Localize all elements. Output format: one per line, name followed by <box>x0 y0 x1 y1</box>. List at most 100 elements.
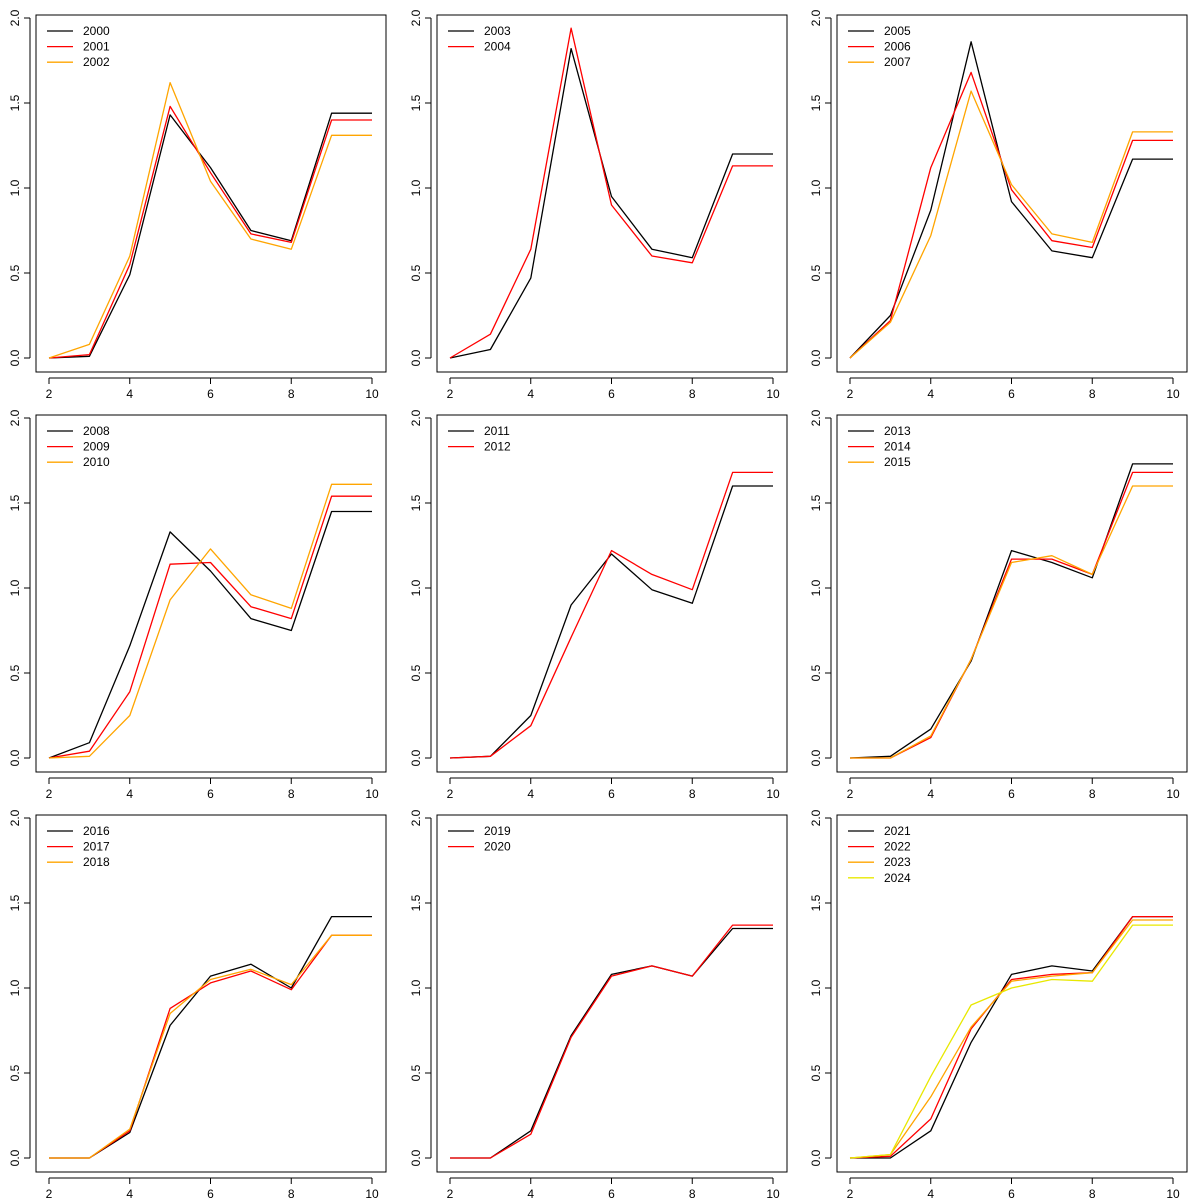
x-tick-label: 4 <box>126 387 133 401</box>
x-tick-label: 8 <box>1089 1187 1096 1200</box>
plot-frame <box>836 814 1188 1173</box>
y-tick-label: 0.0 <box>409 1149 423 1166</box>
x-tick-label: 4 <box>927 387 934 401</box>
series-line-2013 <box>849 463 1173 759</box>
y-tick-label: 1.5 <box>409 94 423 111</box>
y-tick-label: 2.0 <box>8 9 22 26</box>
series-line-2017 <box>49 934 372 1159</box>
y-tick-label: 0.5 <box>409 664 423 681</box>
x-tick-label: 2 <box>46 787 53 801</box>
x-tick-label: 6 <box>1008 1187 1015 1200</box>
x-tick-label: 8 <box>288 1187 295 1200</box>
plot-frame <box>35 14 387 373</box>
y-tick-label: 1.0 <box>8 179 22 196</box>
legend-label: 2016 <box>83 824 110 838</box>
legend-label: 2008 <box>83 424 110 438</box>
legend-label: 2011 <box>484 424 510 438</box>
legend-label: 2012 <box>484 440 511 454</box>
series-line-2003 <box>449 47 773 359</box>
y-tick-label: 0.0 <box>809 349 823 366</box>
x-tick-label: 8 <box>288 387 295 401</box>
x-tick-label: 2 <box>447 787 454 801</box>
x-tick-label: 4 <box>927 787 934 801</box>
series-line-2009 <box>48 495 372 759</box>
x-tick-label: 10 <box>365 787 379 801</box>
y-tick-label: 1.5 <box>8 894 22 911</box>
y-tick-label: 0.0 <box>809 1149 823 1166</box>
y-tick-label: 2.0 <box>809 9 823 26</box>
series-line-2020 <box>450 924 773 1159</box>
x-tick-label: 8 <box>689 787 696 801</box>
chart-panel-5: 2 4 6 8 10 0.0 0.5 1.0 1.5 2.0 2011 2012 <box>409 409 788 801</box>
y-tick-label: 0.5 <box>8 664 22 681</box>
series-line-2010 <box>48 483 372 759</box>
y-tick-label: 1.0 <box>809 179 823 196</box>
plot-frame <box>35 414 387 773</box>
series-line-2008 <box>48 510 372 759</box>
legend-label: 2023 <box>884 855 911 869</box>
x-tick-label: 4 <box>527 387 534 401</box>
series-line-2014 <box>850 471 1173 759</box>
y-tick-label: 2.0 <box>8 809 22 826</box>
x-tick-label: 8 <box>1089 387 1096 401</box>
legend-label: 2006 <box>884 40 911 54</box>
x-tick-label: 4 <box>126 787 133 801</box>
series-line-2007 <box>849 90 1173 359</box>
y-tick-label: 0.5 <box>809 264 823 281</box>
x-tick-label: 6 <box>608 1187 615 1200</box>
plot-frame <box>836 14 1188 373</box>
y-tick-label: 1.0 <box>409 179 423 196</box>
x-tick-label: 2 <box>447 387 454 401</box>
series-line-2016 <box>49 915 372 1159</box>
series-line-2023 <box>849 919 1173 1159</box>
x-tick-label: 8 <box>689 1187 696 1200</box>
plot-frame <box>436 814 788 1173</box>
y-tick-label: 1.5 <box>809 894 823 911</box>
x-tick-label: 6 <box>207 787 214 801</box>
x-tick-label: 6 <box>1008 787 1015 801</box>
x-tick-label: 4 <box>927 1187 934 1200</box>
chart-panel-8: 2 4 6 8 10 0.0 0.5 1.0 1.5 2.0 2019 2020 <box>409 809 788 1200</box>
y-tick-label: 0.0 <box>8 1149 22 1166</box>
series-line-2004 <box>449 27 773 359</box>
legend-label: 2015 <box>884 455 911 469</box>
legend-label: 2001 <box>83 40 110 54</box>
series-line-2002 <box>48 81 372 359</box>
legend-label: 2005 <box>884 24 911 38</box>
x-tick-label: 10 <box>1166 1187 1180 1200</box>
legend-label: 2004 <box>484 40 511 54</box>
x-tick-label: 2 <box>847 387 854 401</box>
y-tick-label: 1.5 <box>8 494 22 511</box>
legend-label: 2018 <box>83 855 110 869</box>
legend-label: 2021 <box>884 824 911 838</box>
legend-label: 2009 <box>83 440 110 454</box>
x-tick-label: 8 <box>1089 787 1096 801</box>
y-tick-label: 1.0 <box>8 979 22 996</box>
y-tick-label: 2.0 <box>409 9 423 26</box>
x-tick-label: 6 <box>207 1187 214 1200</box>
x-tick-label: 8 <box>288 787 295 801</box>
y-tick-label: 2.0 <box>409 409 423 426</box>
x-tick-label: 6 <box>608 387 615 401</box>
legend-label: 2002 <box>83 55 110 69</box>
plot-frame <box>35 814 387 1173</box>
legend-label: 2019 <box>484 824 511 838</box>
x-tick-label: 10 <box>766 387 780 401</box>
series-line-2019 <box>450 927 773 1159</box>
y-tick-label: 1.5 <box>809 494 823 511</box>
plot-frame <box>836 414 1188 773</box>
legend-label: 2024 <box>884 871 911 885</box>
x-tick-label: 4 <box>527 1187 534 1200</box>
series-line-2000 <box>48 112 372 359</box>
series-line-2021 <box>850 915 1173 1159</box>
x-tick-label: 6 <box>1008 387 1015 401</box>
x-tick-label: 10 <box>365 1187 379 1200</box>
y-tick-label: 1.5 <box>809 94 823 111</box>
y-tick-label: 0.5 <box>8 264 22 281</box>
